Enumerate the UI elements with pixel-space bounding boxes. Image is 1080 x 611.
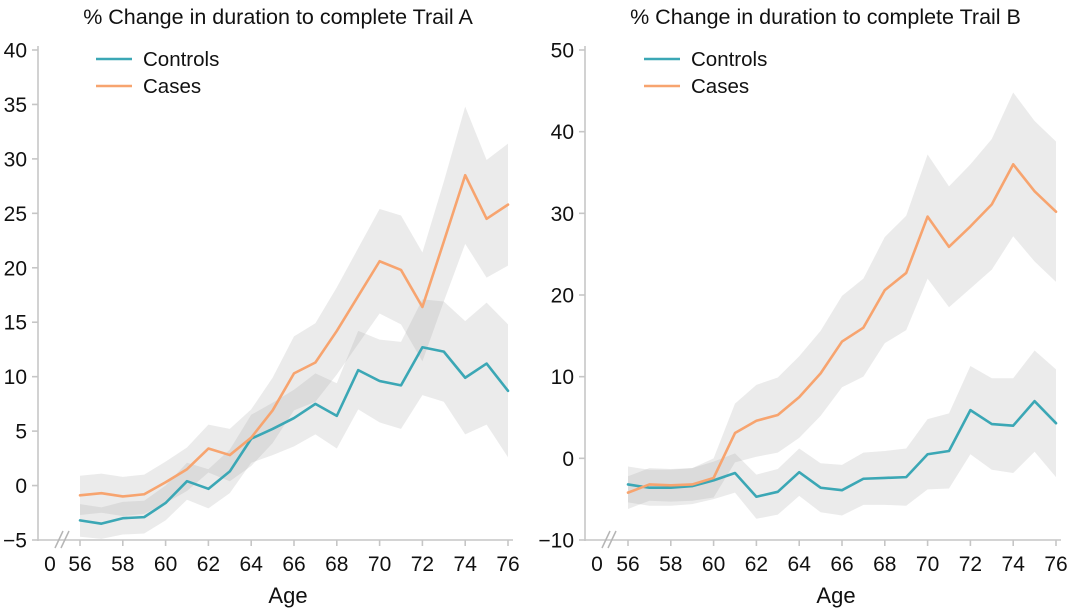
x-tick-label: 74 <box>1002 553 1026 576</box>
axis-break-mark <box>607 530 617 549</box>
y-tick-label: 40 <box>4 40 27 63</box>
y-tick-label: 5 <box>15 421 27 444</box>
x-tick-label: 76 <box>496 553 519 576</box>
y-tick-label: 30 <box>551 203 574 226</box>
y-tick-label: 20 <box>551 285 574 308</box>
x-tick-label: 62 <box>197 553 220 576</box>
trail-a-panel: 40 35 30 25 20 15 10 5 0 −5 56 58 60 62 64 66 68 70 72 74 76… <box>3 5 520 608</box>
y-tick-label: 40 <box>551 121 574 144</box>
y-tick-label: 10 <box>551 366 574 389</box>
x-tick-label: 64 <box>240 553 264 576</box>
axis-break-mark <box>601 530 611 549</box>
x-tick-label: 66 <box>830 553 853 576</box>
x-tick-label: 68 <box>325 553 348 576</box>
legend-cases-label: Cases <box>691 75 749 98</box>
x-tick-label: 74 <box>454 553 478 576</box>
cases-confidence-band <box>80 106 508 517</box>
x-tick-label: 76 <box>1044 553 1067 576</box>
x-tick-label: 70 <box>916 553 939 576</box>
x-axis-label: Age <box>816 583 855 608</box>
y-tick-label: 10 <box>4 366 27 389</box>
y-tick-label: 50 <box>551 40 574 63</box>
controls-confidence-band <box>628 350 1056 519</box>
y-tick-label: 0 <box>15 475 27 498</box>
y-tick-label: −5 <box>3 530 27 553</box>
controls-line <box>626 399 1058 499</box>
x-tick-label: 72 <box>411 553 434 576</box>
x-tick-label: 60 <box>702 553 725 576</box>
x-tick-label: 60 <box>154 553 177 576</box>
legend-controls-label: Controls <box>143 48 219 71</box>
trail-b-panel: 50 40 30 20 10 0 −10 56 58 60 62 64 66 68 70 72 74 76 0 Con… <box>538 5 1067 608</box>
legend-controls-label: Controls <box>691 48 767 71</box>
x-tick-label: 68 <box>873 553 896 576</box>
legend-cases-label: Cases <box>143 75 201 98</box>
controls-line <box>78 345 510 525</box>
x-tick-label: 72 <box>959 553 982 576</box>
x-tick-label: 56 <box>616 553 639 576</box>
x-tick-label: 64 <box>788 553 812 576</box>
cases-line <box>626 163 1058 494</box>
x-tick-label: 62 <box>745 553 768 576</box>
x-zero-label: 0 <box>591 553 603 576</box>
y-tick-label: 15 <box>4 312 27 335</box>
x-tick-label: 66 <box>282 553 305 576</box>
y-tick-label: 0 <box>562 448 574 471</box>
x-tick-label: 56 <box>68 553 91 576</box>
cases-confidence-band <box>628 92 1056 509</box>
x-tick-label: 58 <box>659 553 682 576</box>
y-tick-label: −10 <box>538 530 574 553</box>
x-zero-label: 0 <box>44 553 56 576</box>
cases-line <box>78 173 510 498</box>
axis-break-mark <box>54 530 64 549</box>
y-tick-label: 35 <box>4 94 27 117</box>
chart-title: % Change in duration to complete Trail B <box>630 5 1021 29</box>
x-axis-label: Age <box>268 583 307 608</box>
chart-title: % Change in duration to complete Trail A <box>83 5 473 29</box>
y-tick-label: 30 <box>4 148 27 171</box>
y-tick-label: 25 <box>4 203 27 226</box>
y-tick-label: 20 <box>4 257 27 280</box>
x-tick-label: 70 <box>368 553 391 576</box>
x-tick-label: 58 <box>111 553 134 576</box>
axis-break-mark <box>60 530 70 549</box>
